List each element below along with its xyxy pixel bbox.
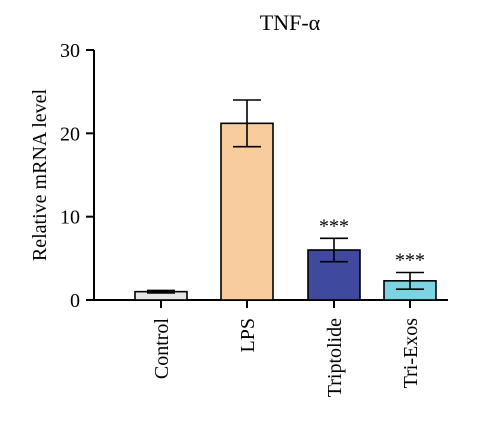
error-bars [147,99,424,294]
bars [134,122,437,301]
x-tick-label: Control [151,318,173,380]
y-tick-label: 10 [60,207,80,229]
x-tick-label: Triptolide [324,318,346,397]
significance-annotation: *** [395,250,425,272]
chart-title: TNF-α [260,10,321,35]
x-tick-label: Tri-Exos [400,318,422,389]
annotations: *** *** [319,215,425,271]
y-tick-label: 20 [60,123,80,145]
y-tick-label: 0 [70,290,80,312]
significance-annotation: *** [319,215,349,237]
y-tick-label: 30 [60,40,80,62]
x-tick-labels: Control LPS Triptolide Tri-Exos [151,318,422,398]
bar [220,122,274,301]
y-axis-label: Relative mRNA level [29,88,51,261]
x-tick-label: LPS [237,318,259,352]
